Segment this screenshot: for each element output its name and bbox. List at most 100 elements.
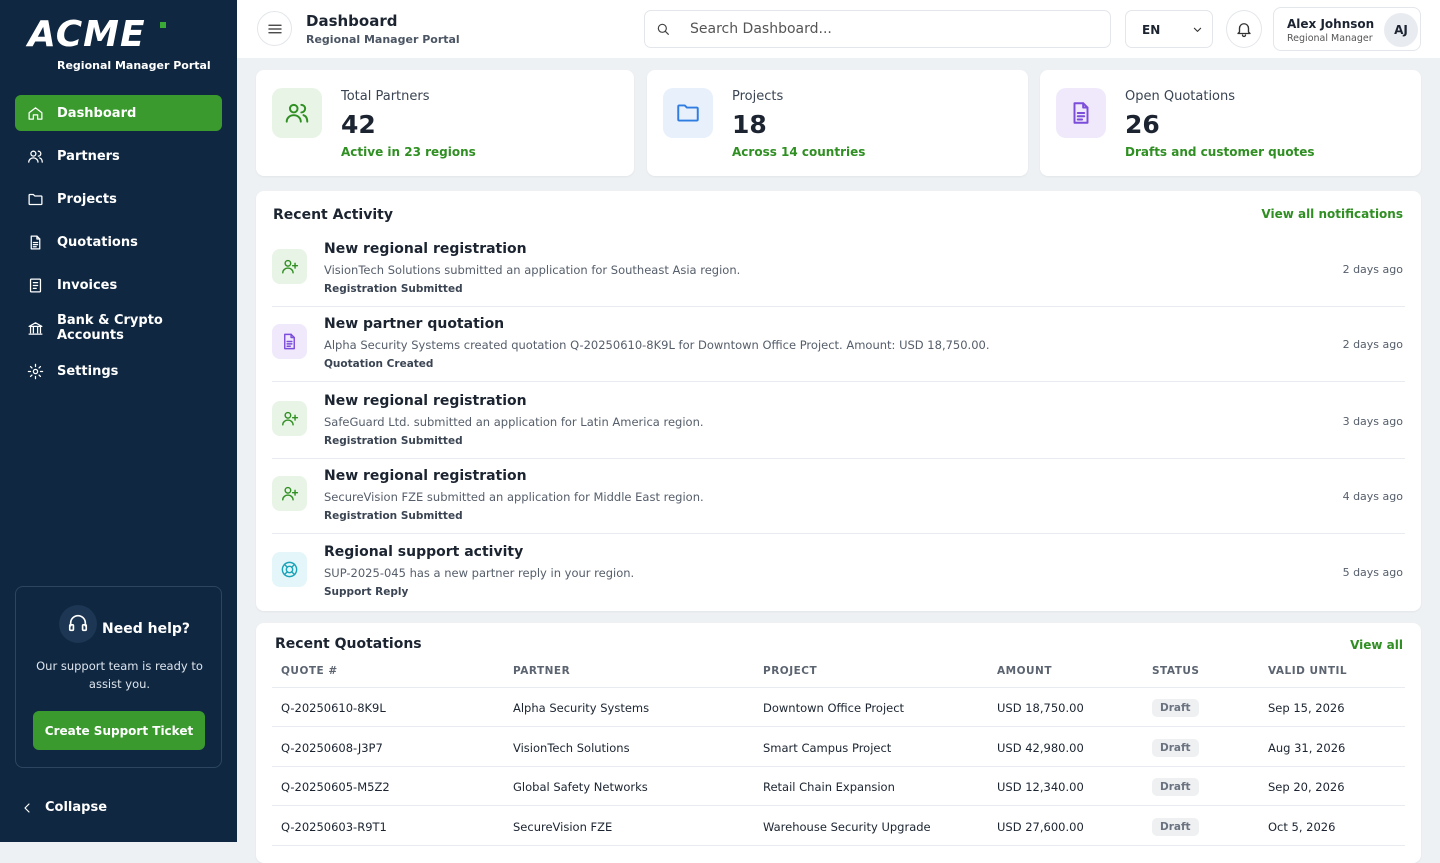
nav-label[interactable]: Quotations — [57, 234, 138, 250]
nav-label[interactable]: Projects — [57, 191, 117, 207]
icon-shape — [28, 322, 43, 335]
activity-item-title[interactable]: New partner quotation — [324, 316, 505, 332]
icon-shape — [282, 411, 299, 426]
table-cell[interactable]: Q-20250603-R9T1 — [281, 819, 387, 834]
icon-shape — [28, 322, 43, 335]
language-label[interactable]: EN — [1142, 23, 1161, 37]
icon-shape — [1193, 27, 1202, 32]
icon-shape — [677, 104, 699, 122]
stat-value: 18 — [732, 110, 767, 139]
nav-label[interactable]: Bank & Crypto Accounts — [57, 313, 163, 343]
icon-shape — [28, 150, 43, 163]
activity-item-title[interactable]: New regional registration — [324, 468, 527, 484]
activity-icon — [272, 476, 307, 511]
stat-card: Projects 18 Across 14 countries — [647, 70, 1028, 176]
icon-shape — [1073, 102, 1089, 124]
page-title: Dashboard — [306, 12, 398, 30]
nav-item[interactable]: Invoices — [15, 267, 222, 303]
icon-shape — [30, 150, 37, 157]
nav-label[interactable]: Partners — [57, 148, 120, 164]
user-menu[interactable]: Alex Johnson Regional Manager AJ — [1273, 7, 1421, 51]
activity-title: Recent Activity — [273, 207, 393, 223]
stat-label: Open Quotations — [1125, 89, 1236, 104]
nav-label[interactable]: Invoices — [57, 277, 118, 293]
notifications-button[interactable] — [1226, 10, 1262, 48]
icon-shape — [282, 262, 299, 274]
table-cell: Sep 20, 2026 — [1268, 780, 1345, 794]
quotations-title: Recent Quotations — [275, 636, 422, 652]
activity-link[interactable]: View all notifications — [1261, 207, 1403, 221]
icon-shape — [284, 333, 295, 350]
column-header: QUOTE # — [281, 665, 338, 677]
stat-icon — [663, 88, 713, 138]
icon-shape — [285, 114, 302, 123]
stat-icon — [272, 88, 322, 138]
nav-item[interactable]: Settings — [15, 353, 222, 389]
language-select[interactable]: EN — [1125, 10, 1213, 48]
icon-shape — [28, 157, 39, 163]
table-cell: Global Safety Networks — [513, 780, 648, 794]
nav-label[interactable]: Settings — [57, 363, 119, 379]
icon-shape — [268, 24, 282, 34]
activity-item-tag: Support Reply — [324, 586, 409, 598]
icon-shape — [1193, 27, 1202, 32]
icon-shape — [664, 30, 669, 35]
table-cell: VisionTech Solutions — [513, 740, 630, 755]
separator — [272, 726, 1405, 727]
activity-item-text: Alpha Security Systems created quotation… — [324, 338, 990, 352]
activity-item-title[interactable]: New regional registration — [324, 241, 527, 257]
stat-note: Active in 23 regions — [341, 145, 476, 159]
icon-shape — [29, 278, 42, 293]
nav-item[interactable]: Projects — [15, 181, 222, 217]
activity-item-time: 2 days ago — [1342, 338, 1403, 351]
user-role[interactable]: Regional Manager — [1287, 33, 1373, 44]
activity-item-time: 2 days ago — [1342, 263, 1403, 276]
collapse-button[interactable]: Collapse — [45, 800, 108, 815]
activity-item-title[interactable]: Regional support activity — [324, 544, 524, 560]
icon-shape — [69, 614, 87, 627]
column-header: PROJECT — [763, 665, 818, 677]
help-button[interactable]: Create Support Ticket — [33, 711, 205, 750]
search-box[interactable]: Search Dashboard... — [644, 10, 1111, 48]
nav-item[interactable]: Quotations — [15, 224, 222, 260]
user-avatar[interactable]: AJ — [1384, 13, 1418, 47]
activity-item-text: SecureVision FZE submitted an applicatio… — [324, 490, 704, 504]
separator — [272, 458, 1405, 459]
help-icon — [59, 605, 97, 643]
stat-icon — [1056, 88, 1106, 138]
nav-item[interactable]: Dashboard — [15, 95, 222, 131]
quotations-link[interactable]: View all — [1350, 638, 1403, 652]
stat-value: 42 — [341, 110, 376, 139]
table-cell[interactable]: Q-20250610-8K9L — [281, 701, 386, 715]
search-placeholder[interactable]: Search Dashboard... — [690, 21, 832, 37]
help-title: Need help? — [102, 621, 191, 637]
icon-shape — [1237, 23, 1251, 35]
table-cell[interactable]: Q-20250608-J3P7 — [281, 740, 383, 755]
status-badge: Draft — [1152, 778, 1199, 796]
activity-icon — [272, 401, 307, 436]
table-cell: Warehouse Security Upgrade — [763, 819, 931, 834]
nav-item[interactable]: Partners — [15, 138, 222, 174]
header: Dashboard Regional Manager Portal Search D… — [237, 0, 1440, 58]
icon-shape — [284, 411, 292, 419]
activity-item-title[interactable]: New regional registration — [324, 393, 527, 409]
help-box: Need help? Our support team is ready to a… — [15, 586, 222, 768]
icon-shape — [27, 363, 44, 380]
column-header: AMOUNT — [997, 665, 1052, 677]
table-cell: Smart Campus Project — [763, 740, 892, 755]
stat-card: Open Quotations 26 Drafts and customer quo… — [1040, 70, 1421, 176]
icon-shape — [281, 561, 298, 578]
activity-card: Recent Activity View all notifications New… — [256, 191, 1421, 611]
nav-item[interactable]: Bank & Crypto Accounts — [15, 310, 222, 346]
page-subtitle: Regional Manager Portal — [306, 33, 460, 46]
stat-card: Total Partners 42 Active in 23 regions — [256, 70, 634, 176]
table-cell: USD 27,600.00 — [997, 819, 1084, 834]
icon — [266, 20, 284, 42]
table-cell[interactable]: Q-20250605-M5Z2 — [281, 780, 390, 794]
user-name[interactable]: Alex Johnson — [1287, 17, 1375, 31]
icon-shape — [68, 624, 75, 632]
menu-button[interactable] — [257, 11, 292, 46]
nav-label[interactable]: Dashboard — [57, 105, 137, 121]
help-text: Our support team is ready to assist you. — [36, 659, 203, 691]
